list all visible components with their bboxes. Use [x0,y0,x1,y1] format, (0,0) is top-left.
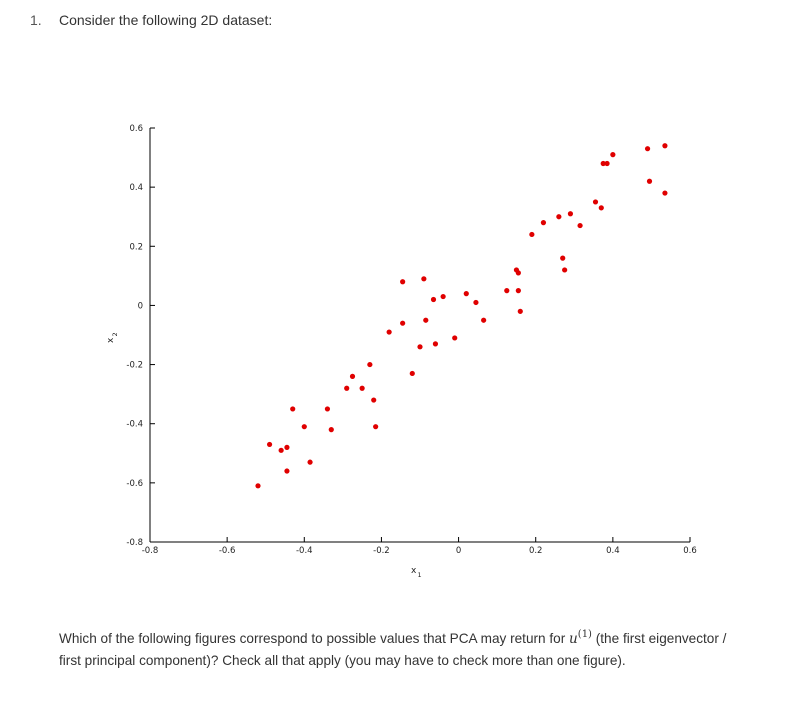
scatter-plot: 0.60.40.20-0.2-0.4-0.6-0.8 -0.8 -0.6 -0.4-… [106,124,697,579]
data-point [328,427,334,433]
x-tick-label: 0 [456,546,461,556]
data-point [290,406,296,412]
data-point [562,267,568,273]
data-point [662,143,668,149]
y-tick-label: 0.6 [129,124,143,134]
x-tick-label: -0.4 [296,546,313,556]
data-point [610,152,616,158]
question-title: Consider the following 2D dataset: [59,12,273,28]
data-point [417,344,423,350]
data-point [409,370,415,377]
data-point [577,222,583,229]
y-tick-label: 0.2 [129,242,143,252]
data-point [400,279,406,285]
x-tick-label: -0.8 [142,546,159,556]
data-point [307,459,313,465]
x-tick-label: 0.2 [529,546,543,556]
data-point [400,320,406,326]
eigenvector-symbol: u [569,631,578,647]
data-point [452,335,458,341]
y-axis-ticks: 0.6 0.4 0.2 0 -0.2 -0.4 -0.6 -0.8 [126,124,155,548]
data-points [255,143,668,489]
data-point [324,406,331,412]
y-tick-label: 0 [138,301,143,311]
data-point [349,373,356,379]
question-prompt-before: Which of the following figures correspon… [59,631,570,646]
x-tick-label: 0.6 [683,546,697,556]
data-point [604,160,610,167]
data-point [284,468,290,474]
x-axis-label-subscript: 1 [418,571,422,579]
data-point [644,146,651,152]
question-number: 1. [30,12,42,28]
data-point [556,214,562,220]
y-tick-label: 0.4 [129,183,143,193]
x-tick-label: -0.2 [373,546,390,556]
data-point [463,291,469,297]
data-point [301,424,307,430]
y-axis-label-main: x [106,337,116,343]
data-point [504,288,510,294]
data-point [481,317,487,323]
data-point [600,160,606,167]
y-tick-label: -0.6 [126,479,143,489]
data-point [359,385,365,391]
y-tick-label: -0.4 [126,420,143,430]
data-point [386,329,392,335]
data-point [432,341,439,347]
x-tick-label: 0.4 [606,546,620,556]
data-point [515,270,521,276]
question-prompt: Which of the following figures correspon… [59,624,739,671]
data-point [592,199,599,205]
data-point [440,293,446,300]
data-point [278,447,284,453]
data-point [421,276,427,282]
data-point [646,178,653,184]
eigenvector-superscript: (1) [577,629,592,640]
data-point [515,288,521,294]
y-tick-label: -0.8 [126,538,143,548]
data-point [560,255,566,261]
y-tick-label: -0.2 [126,361,143,371]
plot-axes [149,128,690,543]
y-axis-label: x 2 [106,332,119,343]
x-axis-label-main: x [411,566,417,576]
question-prompt-after: (the first eigenvector / first principal… [59,631,727,668]
data-point [473,299,479,306]
data-point [373,424,379,430]
data-point [284,444,290,450]
data-point [662,190,668,196]
x-axis-ticks: -0.8 -0.6 -0.4 -0.2 0 0.2 0.4 0.6 [142,537,697,556]
data-point [430,296,437,303]
data-point [371,397,377,403]
data-point [598,205,604,211]
data-point [266,441,273,448]
data-point [540,220,547,226]
data-point [529,231,535,238]
data-point [255,483,261,489]
x-tick-label: -0.6 [219,546,236,556]
y-axis-label-subscript: 2 [111,332,119,336]
data-point [344,385,350,391]
data-point [423,317,429,323]
data-point [517,308,523,314]
x-axis-label: x 1 [411,566,422,579]
data-point [367,361,373,368]
data-point [567,211,574,217]
